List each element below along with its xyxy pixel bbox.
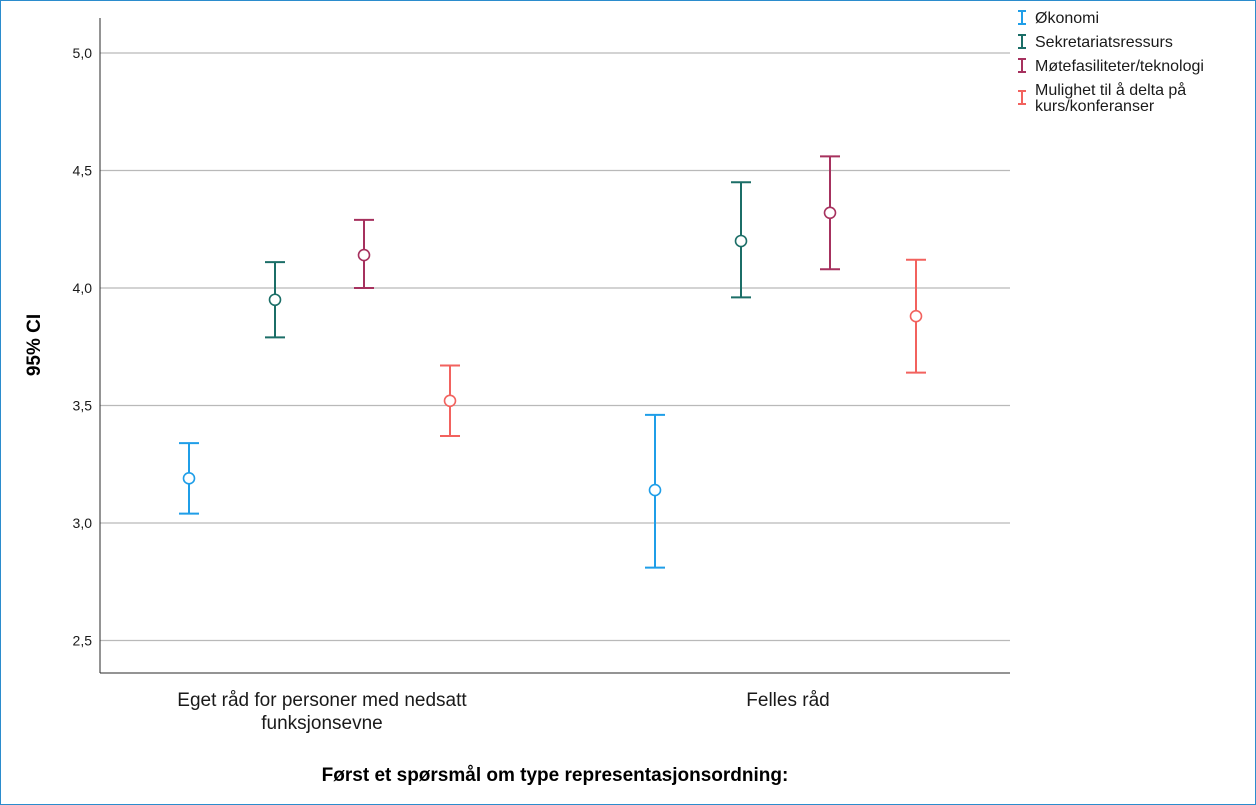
x-category-label: Eget råd for personer med nedsatt	[177, 690, 467, 711]
legend-item: Møtefasiliteter/teknologi	[1018, 58, 1204, 75]
error-bar	[645, 413, 665, 569]
y-tick-label: 3,0	[73, 515, 93, 531]
mean-point	[734, 234, 748, 248]
y-tick-label: 5,0	[73, 45, 93, 61]
error-bar	[906, 258, 926, 374]
y-axis-title: 95% CI	[24, 314, 45, 376]
error-bar	[440, 364, 460, 438]
mean-point	[268, 293, 282, 307]
error-bar	[179, 442, 199, 515]
legend-label: Sekretariatsressurs	[1035, 34, 1173, 51]
x-category-labels: Eget råd for personer med nedsattfunksjo…	[177, 690, 829, 734]
legend-label: Møtefasiliteter/teknologi	[1035, 58, 1204, 75]
mean-point	[357, 248, 371, 262]
error-bar	[354, 218, 374, 289]
mean-point	[182, 472, 196, 485]
axes	[99, 18, 1010, 674]
x-category-label: Felles råd	[746, 690, 829, 711]
mean-point	[443, 394, 457, 408]
legend-label: Økonomi	[1035, 10, 1099, 27]
error-bar	[820, 155, 840, 271]
error-bar	[265, 261, 285, 339]
x-category-label: funksjonsevne	[261, 713, 382, 734]
y-tick-label: 2,5	[73, 633, 93, 649]
y-tick-labels: 2,5 3,0 3,5 4,0 4,5 5,0	[73, 45, 93, 649]
x-axis-title: Først et spørsmål om type representasjon…	[322, 765, 789, 786]
mean-point	[909, 309, 923, 323]
legend: Økonomi Sekretariatsressurs Møtefasilitete…	[1018, 10, 1204, 115]
y-tick-label: 4,5	[73, 163, 93, 179]
error-bar	[731, 181, 751, 299]
legend-item: Økonomi	[1018, 10, 1099, 27]
mean-point	[823, 206, 837, 220]
y-tick-label: 3,5	[73, 398, 93, 414]
legend-label: kurs/konferanser	[1035, 98, 1155, 115]
gridlines	[100, 52, 1010, 642]
legend-label: Mulighet til å delta på	[1035, 81, 1186, 99]
mean-point	[648, 483, 662, 497]
y-tick-label: 4,0	[73, 280, 93, 296]
error-bars	[179, 155, 926, 569]
legend-item: Sekretariatsressurs	[1018, 34, 1173, 51]
